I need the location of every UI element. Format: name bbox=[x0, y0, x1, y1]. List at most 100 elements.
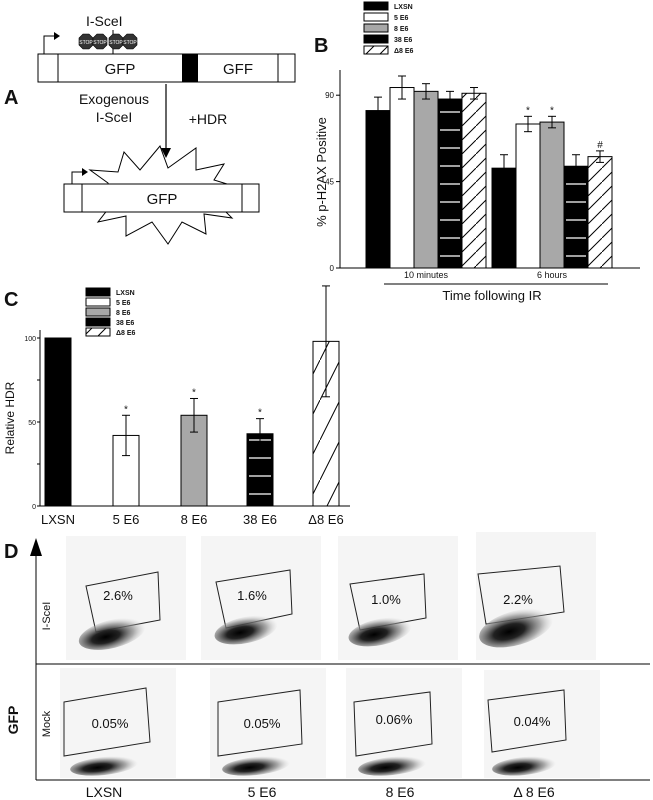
b-bar-δ8e6-rect bbox=[461, 92, 487, 269]
panel-a: A I-SceI STOP STOP STOP STOP bbox=[4, 13, 296, 245]
b-bar-8e6-rect bbox=[413, 90, 439, 269]
flow-plot-iscei-5e6: 1.6% bbox=[201, 536, 321, 660]
d-col-label-8e6: 8 E6 bbox=[386, 784, 415, 800]
legend-swatch-rect bbox=[85, 307, 111, 317]
gate-polygon bbox=[349, 573, 427, 631]
c-y-axis-label: Relative HDR bbox=[3, 381, 17, 454]
c-y-tick-label: 50 bbox=[28, 420, 36, 427]
b-legend: LXSN 5 E6 8 E6 38 E6 Δ8 E6 bbox=[363, 1, 414, 55]
b-bar-38e6 bbox=[563, 165, 589, 269]
exogenous-label-1: Exogenous bbox=[79, 91, 149, 107]
c-legend: LXSN 5 E6 8 E6 38 E6 Δ8 E6 bbox=[85, 287, 136, 337]
cell-density bbox=[492, 756, 556, 776]
gate-polygon bbox=[217, 689, 303, 757]
hdr-label: +HDR bbox=[189, 111, 228, 127]
arrow-up-icon bbox=[30, 538, 42, 556]
gate-percent: 0.05% bbox=[92, 716, 129, 731]
legend-label: 5 E6 bbox=[116, 300, 131, 307]
c-error-bar bbox=[256, 418, 264, 450]
cell-density bbox=[479, 608, 553, 648]
gate-polygon bbox=[487, 689, 567, 753]
c-significance-marker: * bbox=[124, 404, 128, 415]
legend-label: 38 E6 bbox=[394, 37, 412, 44]
stop-label: STOP bbox=[93, 40, 107, 46]
legend-label: Δ8 E6 bbox=[394, 48, 414, 55]
gate-polygon bbox=[353, 691, 433, 757]
b-x-axis-label: Time following IR bbox=[442, 288, 541, 303]
b-y-axis-label: % p-H2AX Positive bbox=[314, 117, 329, 227]
b-y-tick-label: 45 bbox=[325, 178, 334, 187]
b-bar-lxsn-rect bbox=[365, 110, 391, 269]
stop-label: STOP bbox=[79, 40, 93, 46]
legend-swatch bbox=[85, 287, 111, 297]
c-y-tick-label: 0 bbox=[32, 504, 36, 511]
cell-density bbox=[222, 756, 290, 776]
legend-swatch-rect bbox=[85, 317, 111, 327]
b-bar-5e6 bbox=[389, 87, 415, 269]
c-error-bar bbox=[190, 397, 198, 433]
d-col-label-5e6: 5 E6 bbox=[248, 784, 277, 800]
flow-plot-mock-lxsn: 0.05% bbox=[60, 668, 176, 778]
legend-swatch-rect bbox=[363, 34, 389, 44]
panel-d: D GFP I-SceI Mock 2.6% 1.6% 1.0% bbox=[4, 532, 650, 800]
b-significance-marker: * bbox=[526, 105, 530, 116]
legend-swatch bbox=[363, 34, 389, 44]
b-error-bar bbox=[398, 75, 406, 100]
exogenous-label-2: I-SceI bbox=[96, 109, 133, 125]
c-category-label: 8 E6 bbox=[181, 512, 208, 527]
b-error-bar bbox=[596, 150, 604, 163]
gfp-product-label: GFP bbox=[147, 191, 178, 208]
legend-swatch-rect bbox=[85, 327, 111, 337]
b-bar-38e6-rect bbox=[563, 165, 589, 269]
legend-swatch bbox=[85, 307, 111, 317]
c-category-label: 38 E6 bbox=[243, 512, 277, 527]
b-bar-δ8e6 bbox=[587, 156, 613, 269]
legend-label: LXSN bbox=[116, 290, 135, 297]
legend-label: Δ8 E6 bbox=[116, 330, 136, 337]
cell-density bbox=[70, 756, 138, 776]
legend-swatch bbox=[363, 45, 389, 55]
b-error-bar bbox=[470, 87, 478, 100]
flow-plot-iscei-lxsn: 2.6% bbox=[66, 536, 186, 660]
d-col-label-d8e6: Δ 8 E6 bbox=[513, 784, 554, 800]
flow-plot-iscei-d8e6: 2.2% bbox=[476, 532, 596, 660]
gate-percent: 2.2% bbox=[503, 592, 533, 607]
legend-swatch-rect bbox=[85, 287, 111, 297]
gff-segment-label: GFF bbox=[223, 61, 253, 78]
gate-polygon bbox=[477, 565, 565, 625]
gate-polygon bbox=[85, 571, 161, 633]
panel-a-letter: A bbox=[4, 87, 18, 109]
stop-sign-icon: STOP bbox=[122, 33, 137, 50]
legend-swatch bbox=[363, 12, 389, 22]
b-bar-δ8e6-rect bbox=[587, 156, 613, 269]
d-y-axis-label: GFP bbox=[5, 706, 21, 735]
c-significance-marker: * bbox=[192, 387, 196, 398]
legend-label: 8 E6 bbox=[394, 26, 409, 33]
gate-percent: 0.06% bbox=[376, 712, 413, 727]
cell-density bbox=[358, 756, 426, 776]
d-col-label-lxsn: LXSN bbox=[86, 784, 123, 800]
c-bar-lxsn-rect bbox=[44, 337, 72, 507]
b-bar-8e6 bbox=[413, 90, 439, 269]
c-bar-lxsn bbox=[44, 337, 72, 507]
legend-swatch-rect bbox=[85, 297, 111, 307]
b-y-tick-label: 90 bbox=[325, 91, 334, 100]
legend-label: 8 E6 bbox=[116, 310, 131, 317]
legend-label: 5 E6 bbox=[394, 15, 409, 22]
b-error-bar bbox=[524, 115, 532, 133]
legend-swatch bbox=[363, 1, 389, 11]
repaired-construct bbox=[63, 183, 260, 213]
legend-swatch-rect bbox=[363, 12, 389, 22]
isce-site-block bbox=[182, 54, 198, 82]
stop-sign-icon: STOP bbox=[78, 33, 93, 50]
stop-sign-icon: STOP bbox=[92, 33, 107, 50]
c-significance-marker: * bbox=[258, 408, 262, 419]
b-category-label: 6 hours bbox=[537, 270, 568, 280]
flow-plot-mock-5e6: 0.05% bbox=[210, 668, 326, 778]
b-category-label: 10 minutes bbox=[404, 270, 449, 280]
gate-percent: 0.04% bbox=[514, 714, 551, 729]
legend-swatch bbox=[363, 23, 389, 33]
promoter-arrow-icon bbox=[71, 171, 82, 184]
legend-swatch-rect bbox=[363, 23, 389, 33]
